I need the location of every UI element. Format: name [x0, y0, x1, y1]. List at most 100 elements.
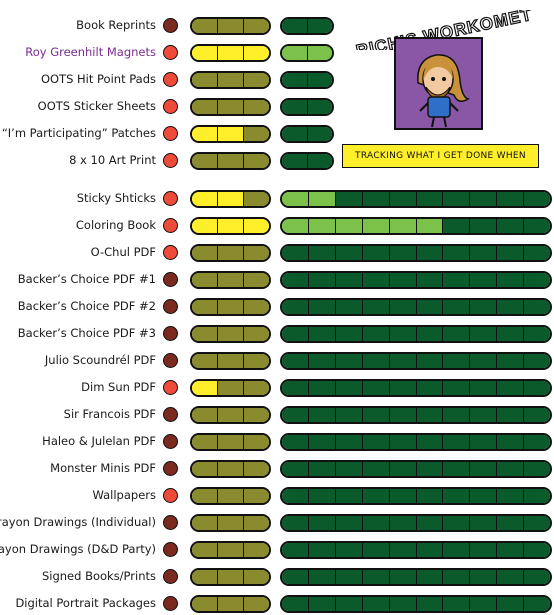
- stage2-progress-bar: [280, 541, 552, 559]
- stage2-segment: [443, 381, 471, 395]
- status-dot-icon: [163, 218, 178, 233]
- stage2-segment: [389, 543, 417, 557]
- stage1-segment: [192, 46, 218, 60]
- stage2-segment: [443, 246, 471, 260]
- stage2-segment: [308, 489, 336, 503]
- stage2-segment: [416, 516, 444, 530]
- stage2-segment: [497, 597, 525, 611]
- stage2-segment: [443, 543, 471, 557]
- stage1-segment: [244, 46, 269, 60]
- stage1-segment: [244, 435, 269, 449]
- stage1-segment: [244, 354, 269, 368]
- stage2-segment: [470, 327, 498, 341]
- status-dot-icon: [163, 153, 178, 168]
- stage2-segment: [497, 435, 525, 449]
- item-row: Backer’s Choice PDF #2: [0, 296, 554, 318]
- stage1-segment: [244, 408, 269, 422]
- stage1-segment: [244, 219, 269, 233]
- stage2-segment: [524, 408, 550, 422]
- stage1-segment: [192, 462, 218, 476]
- stage2-segment: [470, 381, 498, 395]
- stage1-segment: [192, 300, 218, 314]
- stage1-segment: [244, 570, 269, 584]
- item-row: Backer’s Choice PDF #1: [0, 269, 554, 291]
- item-row: Monster Minis PDF: [0, 458, 554, 480]
- stage2-segment: [416, 354, 444, 368]
- stage1-progress-bar: [190, 433, 271, 451]
- stage2-segment: [470, 543, 498, 557]
- stage2-segment: [335, 408, 363, 422]
- stage1-progress-bar: [190, 71, 271, 89]
- stage2-segment: [308, 462, 336, 476]
- item-row: Signed Books/Prints: [0, 566, 554, 588]
- stage2-segment: [389, 435, 417, 449]
- stage1-segment: [218, 327, 244, 341]
- stage1-segment: [192, 192, 218, 206]
- stage2-segment: [335, 300, 363, 314]
- item-row: Backer’s Choice PDF #3: [0, 323, 554, 345]
- stage2-segment: [497, 219, 525, 233]
- status-dot-icon: [163, 191, 178, 206]
- stage2-segment: [282, 408, 309, 422]
- stage1-segment: [218, 127, 244, 141]
- item-label: Wallpapers: [92, 488, 156, 502]
- stage2-segment: [443, 462, 471, 476]
- stage2-segment: [308, 300, 336, 314]
- stage2-progress-bar: [280, 298, 552, 316]
- stage2-segment: [389, 192, 417, 206]
- stage2-segment: [282, 192, 309, 206]
- stage1-segment: [192, 327, 218, 341]
- stage2-segment: [335, 381, 363, 395]
- stage1-segment: [192, 435, 218, 449]
- stage1-segment: [192, 19, 218, 33]
- stage2-segment: [524, 300, 550, 314]
- stage2-progress-bar: [280, 406, 552, 424]
- stage2-segment: [470, 300, 498, 314]
- stage2-segment: [497, 570, 525, 584]
- stage1-segment: [244, 381, 269, 395]
- stage2-segment: [282, 354, 309, 368]
- stage1-segment: [192, 73, 218, 87]
- stage2-segment: [524, 570, 550, 584]
- stage2-segment: [282, 543, 309, 557]
- stage1-segment: [244, 462, 269, 476]
- stage1-segment: [244, 327, 269, 341]
- status-dot-icon: [163, 380, 178, 395]
- item-label: Digital Portrait Packages: [15, 596, 156, 610]
- stage2-segment: [282, 381, 309, 395]
- stage2-segment: [335, 489, 363, 503]
- stage2-segment: [389, 246, 417, 260]
- stage1-progress-bar: [190, 152, 271, 170]
- stage2-segment: [282, 570, 309, 584]
- stage2-segment: [470, 192, 498, 206]
- status-dot-icon: [163, 326, 178, 341]
- stage2-segment: [307, 46, 332, 60]
- stage1-progress-bar: [190, 271, 271, 289]
- item-row: Digital Portrait Packages: [0, 593, 554, 615]
- item-row: Dim Sun PDF: [0, 377, 554, 399]
- stage2-segment: [443, 435, 471, 449]
- stage2-segment: [416, 462, 444, 476]
- stage2-segment: [524, 273, 550, 287]
- stage2-segment: [335, 219, 363, 233]
- stage2-segment: [362, 300, 390, 314]
- stage1-segment: [244, 127, 269, 141]
- stage2-segment: [308, 570, 336, 584]
- stage2-segment: [524, 489, 550, 503]
- stage2-progress-bar: [280, 71, 334, 89]
- stage1-progress-bar: [190, 217, 271, 235]
- stage1-segment: [218, 516, 244, 530]
- stage1-segment: [218, 73, 244, 87]
- stage2-progress-bar: [280, 595, 552, 613]
- status-dot-icon: [163, 272, 178, 287]
- stage2-segment: [282, 246, 309, 260]
- stage1-segment: [244, 516, 269, 530]
- stage1-progress-bar: [190, 379, 271, 397]
- stage2-segment: [335, 597, 363, 611]
- stage1-segment: [218, 462, 244, 476]
- stage2-segment: [443, 219, 471, 233]
- stage1-progress-bar: [190, 514, 271, 532]
- stage2-segment: [335, 516, 363, 530]
- stage1-segment: [218, 154, 244, 168]
- status-dot-icon: [163, 488, 178, 503]
